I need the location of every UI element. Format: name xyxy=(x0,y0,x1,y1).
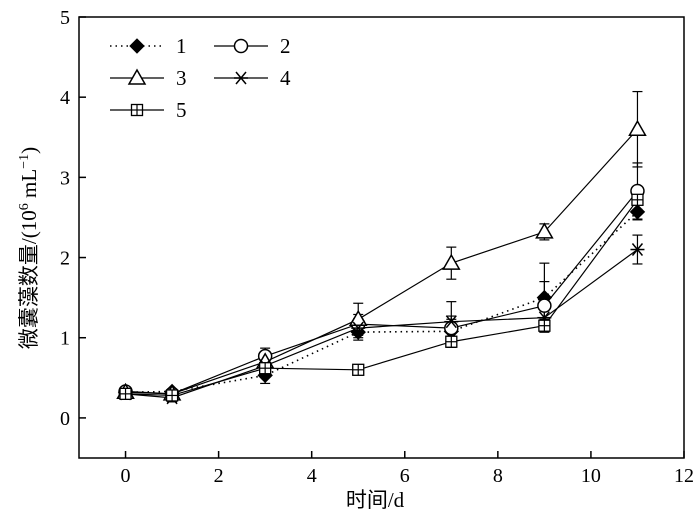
series-3-point xyxy=(348,309,368,327)
x-tick-label: 8 xyxy=(493,465,503,487)
asterisk-stroke xyxy=(445,315,457,329)
triangle-shape xyxy=(348,309,368,327)
x-tick-label: 10 xyxy=(581,465,601,487)
triangle-shape xyxy=(127,68,147,85)
series-2-point xyxy=(537,298,552,313)
legend-item-2: 2 xyxy=(214,34,291,58)
y-axis-label: 微囊藻数量/(106 mL−1) xyxy=(17,147,41,349)
series-5-point xyxy=(445,335,458,348)
legend-label: 1 xyxy=(176,34,187,58)
asterisk-stroke xyxy=(352,321,364,335)
legend-label: 4 xyxy=(280,66,291,90)
legend-marker xyxy=(129,38,145,54)
legend-label: 2 xyxy=(280,34,291,58)
series-3-point xyxy=(535,222,554,239)
legend-marker xyxy=(233,38,249,54)
triangle-shape xyxy=(628,119,647,137)
legend-marker xyxy=(234,71,248,85)
diamond-shape xyxy=(129,38,145,54)
x-tick-label: 12 xyxy=(674,465,694,487)
y-tick-label: 0 xyxy=(60,408,70,430)
plot-frame xyxy=(78,16,685,459)
x-axis-label: 时间/d xyxy=(346,488,405,512)
diamond-shape xyxy=(629,204,646,220)
asterisk-stroke xyxy=(235,71,247,85)
x-tick-label: 6 xyxy=(400,465,410,487)
y-tick-label: 4 xyxy=(60,87,70,109)
y-axis-label-exp: 6 xyxy=(17,203,32,210)
series-4-point xyxy=(444,315,459,329)
series-2-line xyxy=(125,190,638,395)
x-tick-label: 2 xyxy=(214,465,224,487)
series-3-point xyxy=(628,119,647,137)
y-tick-label: 1 xyxy=(60,328,70,350)
series-4-point xyxy=(630,243,645,257)
series-5-point xyxy=(165,389,179,402)
series-4-line xyxy=(125,249,638,399)
series-2-point xyxy=(444,320,459,336)
legend-item-4: 4 xyxy=(214,66,291,90)
legend-label: 5 xyxy=(176,98,187,122)
series-5-point xyxy=(538,319,551,332)
series-1-line xyxy=(125,211,639,394)
triangle-shape xyxy=(442,253,461,270)
series-5-point xyxy=(119,387,132,401)
legend-item-5: 5 xyxy=(110,98,187,122)
legend-item-1: 1 xyxy=(110,34,187,58)
circle-shape xyxy=(233,38,249,54)
circle-shape xyxy=(537,298,552,313)
y-axis-label-main: 微囊藻数量/(10 xyxy=(17,210,41,349)
series-5-line xyxy=(125,199,638,397)
series-4-point xyxy=(351,321,366,335)
series-3-line xyxy=(125,128,638,395)
y-axis-label-unit: mL xyxy=(17,169,41,203)
y-tick-label: 3 xyxy=(60,167,70,189)
legend-marker xyxy=(130,103,144,117)
y-axis-label-close: ) xyxy=(17,147,41,154)
circle-shape xyxy=(444,320,459,336)
series-5-point xyxy=(259,362,272,375)
legend-label: 3 xyxy=(176,66,187,90)
x-tick-label: 0 xyxy=(121,465,131,487)
series-5-point xyxy=(352,363,365,376)
x-tick-label: 4 xyxy=(307,465,317,487)
y-axis-label-unit-exp: −1 xyxy=(17,154,32,169)
series-lines xyxy=(125,128,639,399)
series-5-point xyxy=(631,193,644,206)
asterisk-stroke xyxy=(631,243,644,257)
series-1-point xyxy=(629,204,646,220)
error-bars xyxy=(120,90,643,403)
legend: 1 2 3 4 5 xyxy=(110,34,291,122)
triangle-shape xyxy=(535,222,554,239)
legend-marker xyxy=(127,68,147,85)
series-3-point xyxy=(442,253,461,270)
series-markers xyxy=(116,119,647,405)
y-tick-label: 2 xyxy=(60,248,70,270)
legend-item-3: 3 xyxy=(110,66,187,90)
y-tick-label: 5 xyxy=(60,7,70,29)
